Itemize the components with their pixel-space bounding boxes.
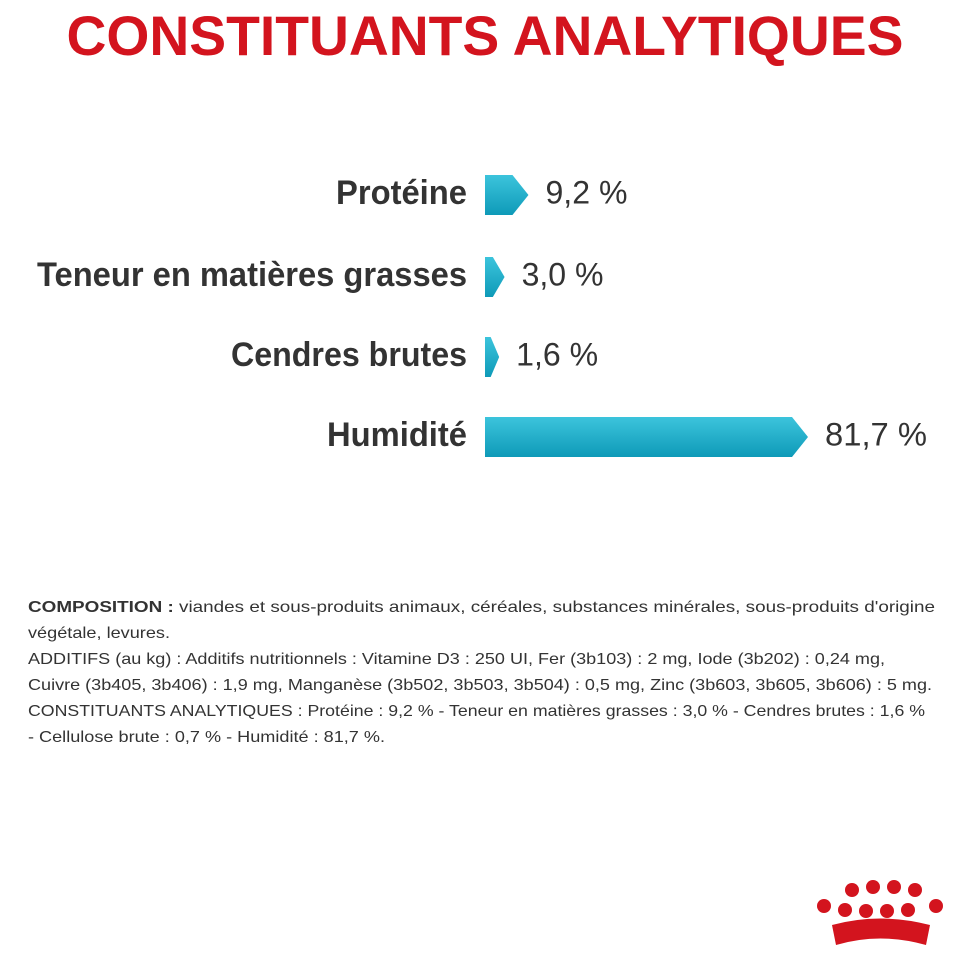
category-label: Cendres brutes — [231, 336, 467, 374]
composition-text: - Cellulose brute : 0,7 % - Humidité : 8… — [28, 729, 385, 746]
bar — [485, 175, 529, 215]
bar — [485, 417, 808, 457]
category-label: Protéine — [336, 174, 467, 212]
composition-text: CONSTITUANTS ANALYTIQUES : Protéine : 9,… — [28, 703, 925, 720]
value-label: 3,0 % — [522, 256, 604, 292]
bar — [485, 337, 500, 377]
composition-line: - Cellulose brute : 0,7 % - Humidité : 8… — [28, 729, 385, 746]
logo — [817, 880, 943, 945]
composition-line: ADDITIFS (au kg) : Additifs nutritionnel… — [28, 651, 885, 668]
value-label: 81,7 % — [825, 416, 927, 452]
value-label: 1,6 % — [516, 336, 598, 372]
bar — [485, 257, 505, 297]
composition-text: viandes et sous-produits animaux, céréal… — [174, 599, 935, 616]
value-label: 9,2 % — [545, 174, 627, 210]
composition-line: CONSTITUANTS ANALYTIQUES : Protéine : 9,… — [28, 703, 925, 720]
category-label: Humidité — [327, 416, 467, 454]
category-label: Teneur en matières grasses — [37, 256, 467, 294]
composition-line: COMPOSITION : viandes et sous-produits a… — [28, 599, 935, 616]
chart-title: CONSTITUANTS ANALYTIQUES — [67, 4, 904, 67]
composition-line: Cuivre (3b405, 3b406) : 1,9 mg, Manganès… — [28, 677, 932, 694]
composition-text: Cuivre (3b405, 3b406) : 1,9 mg, Manganès… — [28, 677, 932, 694]
composition-line: végétale, levures. — [28, 625, 170, 642]
composition-label: COMPOSITION : — [28, 599, 174, 616]
composition-text: ADDITIFS (au kg) : Additifs nutritionnel… — [28, 651, 885, 668]
composition-text: végétale, levures. — [28, 625, 170, 642]
